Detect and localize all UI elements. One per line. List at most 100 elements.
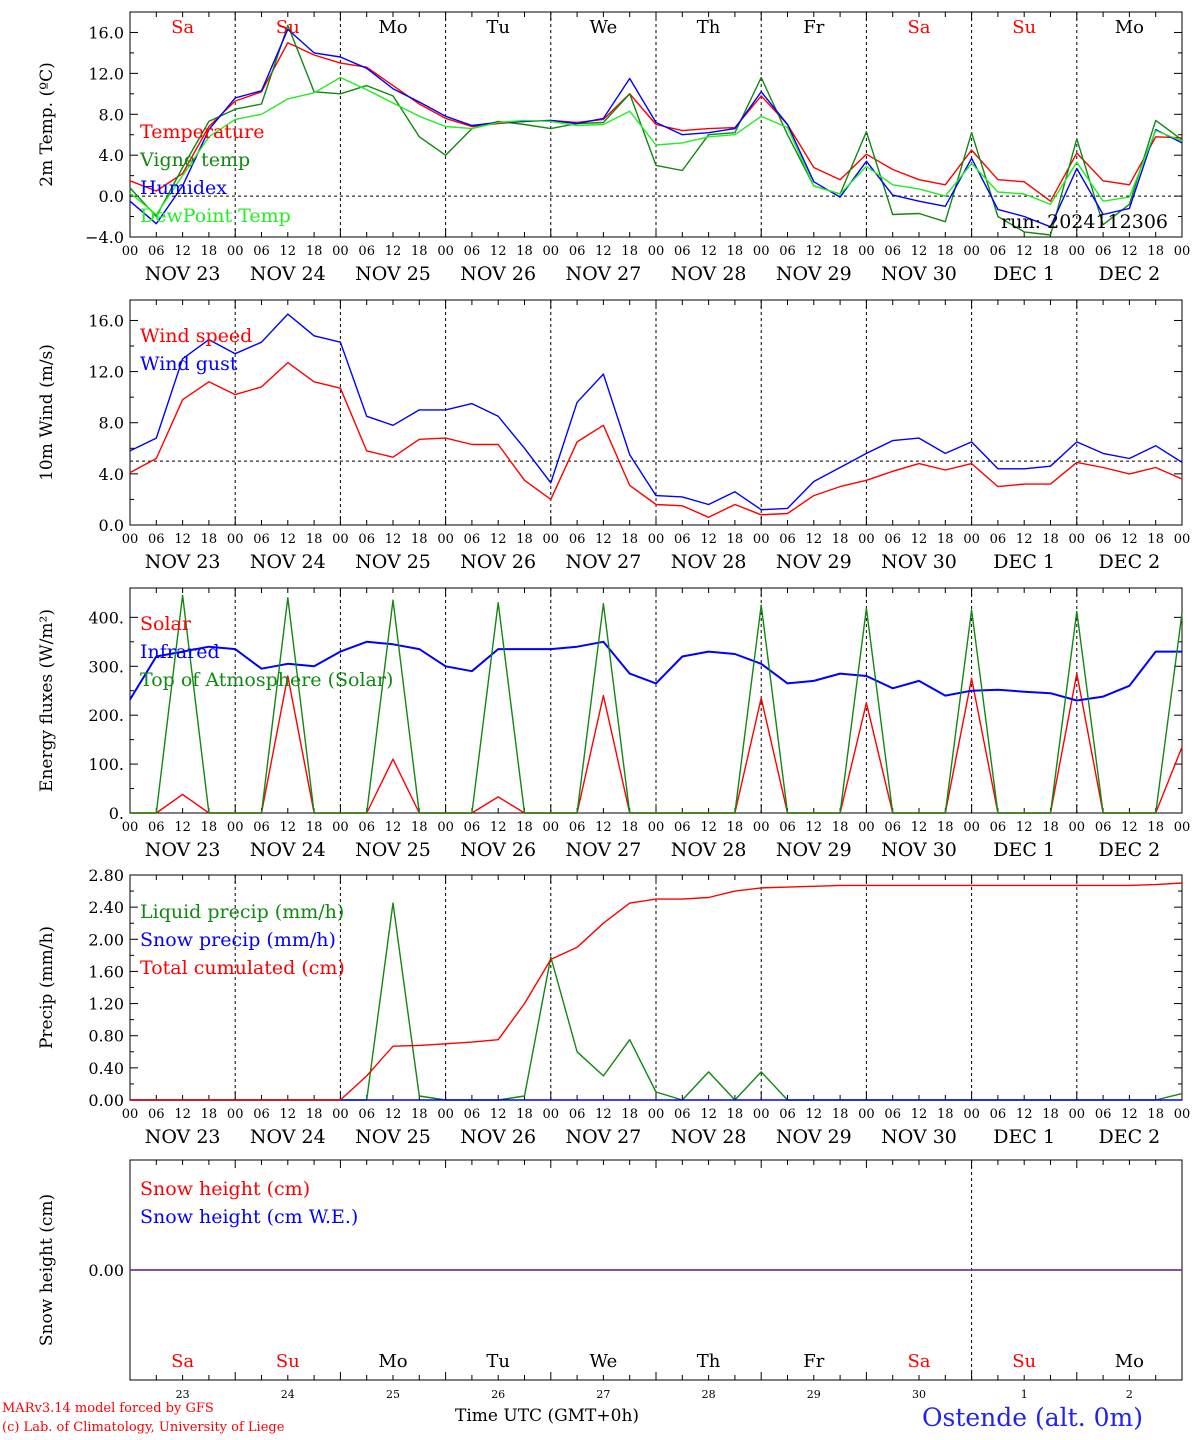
date-label: NOV 29 xyxy=(776,1126,852,1148)
hour-label: 12 xyxy=(595,820,612,835)
weekday-label: Mo xyxy=(378,17,407,38)
hour-label: 18 xyxy=(621,244,638,259)
hour-label: 18 xyxy=(306,820,323,835)
hour-label: 12 xyxy=(806,532,823,547)
date-label: NOV 29 xyxy=(776,263,852,285)
hour-label: 12 xyxy=(385,1107,402,1122)
legend-entry: Total cumulated (cm) xyxy=(140,957,345,979)
legend-entry: Top of Atmosphere (Solar) xyxy=(140,669,393,691)
weekday-label: Tu xyxy=(486,17,510,38)
weekday-label: Su xyxy=(276,17,300,38)
hour-label: 12 xyxy=(490,532,507,547)
legend-entry: Solar xyxy=(140,613,192,635)
date-label: NOV 29 xyxy=(776,551,852,573)
y-tick-label: 0.0 xyxy=(99,516,124,535)
hour-label: 12 xyxy=(1121,532,1138,547)
hour-label: 18 xyxy=(1147,1107,1164,1122)
hour-label: 12 xyxy=(911,820,928,835)
y-axis-label: Precip (mm/h) xyxy=(37,926,57,1049)
y-tick-label: 16.0 xyxy=(88,23,124,42)
y-tick-label: 0.0 xyxy=(99,187,124,206)
hour-label: 18 xyxy=(1147,532,1164,547)
weekday-label: Mo xyxy=(1115,1351,1144,1372)
weekday-label: Su xyxy=(1012,17,1036,38)
hour-label: 12 xyxy=(385,532,402,547)
weekday-label: Mo xyxy=(378,1351,407,1372)
series-line-precip-2 xyxy=(130,882,1183,1101)
y-tick-label: 2.80 xyxy=(88,866,124,885)
panel-wind xyxy=(129,299,1183,526)
hour-label: 12 xyxy=(174,532,191,547)
hour-label: 00 xyxy=(1069,1107,1086,1122)
y-axis-label: Snow height (cm) xyxy=(37,1194,57,1346)
weekday-label: Mo xyxy=(1115,17,1144,38)
date-label: NOV 24 xyxy=(250,263,326,285)
panel-precip xyxy=(129,874,1183,1101)
station-label: Ostende (alt. 0m) xyxy=(922,1403,1143,1432)
y-tick-label: 4.0 xyxy=(99,146,124,165)
date-label: DEC 2 xyxy=(1099,551,1161,573)
hour-label: 18 xyxy=(832,1107,849,1122)
date-label: NOV 30 xyxy=(881,551,957,573)
hour-label: 12 xyxy=(806,244,823,259)
hour-label: 00 xyxy=(437,820,454,835)
day-number-label: 24 xyxy=(281,1388,295,1401)
time-axis-label: Time UTC (GMT+0h) xyxy=(455,1406,640,1426)
date-label: NOV 26 xyxy=(460,1126,536,1148)
hour-label: 12 xyxy=(385,820,402,835)
hour-label: 12 xyxy=(490,820,507,835)
date-label: DEC 1 xyxy=(993,839,1055,861)
hour-label: 00 xyxy=(753,820,770,835)
hour-label: 00 xyxy=(648,820,665,835)
date-label: NOV 28 xyxy=(671,1126,747,1148)
hour-label: 06 xyxy=(148,532,165,547)
y-tick-label: 2.00 xyxy=(88,930,124,949)
hour-label: 18 xyxy=(516,1107,533,1122)
date-label: NOV 29 xyxy=(776,839,852,861)
date-label: NOV 26 xyxy=(460,839,536,861)
hour-label: 00 xyxy=(543,820,560,835)
date-label: DEC 2 xyxy=(1099,1126,1161,1148)
y-axis-label: 2m Temp. (ºC) xyxy=(37,62,57,187)
hour-label: 06 xyxy=(779,820,796,835)
hour-label: 18 xyxy=(937,532,954,547)
y-tick-label: 400. xyxy=(88,608,124,627)
hour-label: 00 xyxy=(437,532,454,547)
hour-label: 18 xyxy=(621,1107,638,1122)
y-tick-label: 1.60 xyxy=(88,962,124,981)
hour-label: 06 xyxy=(1095,532,1112,547)
hour-label: 06 xyxy=(569,532,586,547)
hour-label: 06 xyxy=(779,1107,796,1122)
hour-label: 18 xyxy=(201,1107,218,1122)
hour-label: 12 xyxy=(700,820,717,835)
y-tick-label: 4.0 xyxy=(99,465,124,484)
hour-label: 12 xyxy=(280,820,297,835)
hour-label: 00 xyxy=(858,532,875,547)
hour-label: 12 xyxy=(700,244,717,259)
hour-label: 06 xyxy=(779,244,796,259)
hour-label: 18 xyxy=(727,1107,744,1122)
y-tick-label: 0.00 xyxy=(88,1091,124,1110)
hour-label: 00 xyxy=(227,1107,244,1122)
date-label: NOV 25 xyxy=(355,1126,431,1148)
y-axis-label: Energy fluxes (W/m²) xyxy=(37,609,57,792)
hour-label: 06 xyxy=(464,820,481,835)
date-label: NOV 24 xyxy=(250,839,326,861)
hour-label: 12 xyxy=(280,1107,297,1122)
hour-label: 18 xyxy=(201,532,218,547)
legend-entry: Humidex xyxy=(140,177,227,199)
date-label: DEC 1 xyxy=(993,551,1055,573)
hour-label: 06 xyxy=(253,244,270,259)
hour-label: 06 xyxy=(884,532,901,547)
hour-label: 12 xyxy=(1121,1107,1138,1122)
legend-entry: Wind gust xyxy=(140,353,238,375)
date-label: DEC 2 xyxy=(1099,263,1161,285)
hour-label: 18 xyxy=(1042,1107,1059,1122)
series-line-temp-1 xyxy=(129,24,1183,236)
date-label: NOV 28 xyxy=(671,551,747,573)
hour-label: 00 xyxy=(122,532,139,547)
legend-entry: Temperature xyxy=(140,121,264,143)
hour-label: 12 xyxy=(174,1107,191,1122)
hour-label: 12 xyxy=(1016,244,1033,259)
date-label: NOV 26 xyxy=(460,551,536,573)
